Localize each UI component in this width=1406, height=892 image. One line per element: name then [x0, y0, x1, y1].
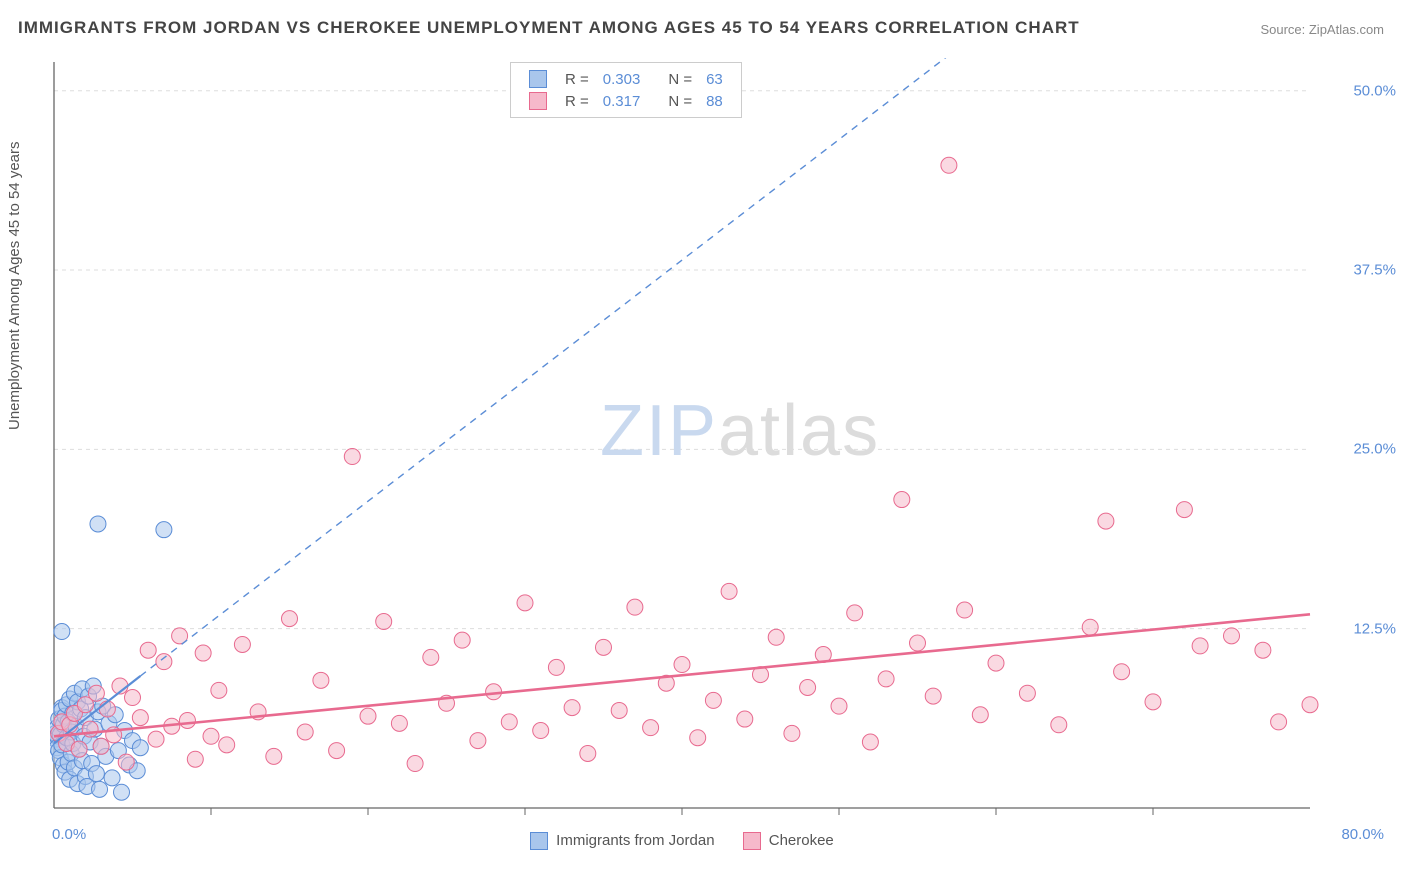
n-label-1: N =	[662, 91, 698, 111]
r-value-1: 0.317	[597, 91, 647, 111]
x-max-label: 80.0%	[1341, 826, 1384, 843]
y-tick-label: 12.5%	[1353, 620, 1396, 637]
n-label-0: N =	[662, 69, 698, 89]
y-tick-label: 37.5%	[1353, 262, 1396, 279]
y-axis-label: Unemployment Among Ages 45 to 54 years	[6, 141, 23, 430]
y-tick-label: 50.0%	[1353, 82, 1396, 99]
legend-item-1: Cherokee	[743, 832, 834, 850]
swatch-bottom-0	[530, 832, 548, 850]
legend-stats-box: R = 0.303 N = 63 R = 0.317 N = 88	[510, 62, 742, 118]
legend-item-0: Immigrants from Jordan	[530, 832, 715, 850]
y-tick-label: 25.0%	[1353, 441, 1396, 458]
plot-svg	[50, 58, 1380, 818]
swatch-series-0	[529, 70, 547, 88]
chart-title: IMMIGRANTS FROM JORDAN VS CHEROKEE UNEMP…	[18, 18, 1080, 38]
legend-row-series-1: R = 0.317 N = 88	[523, 91, 729, 111]
legend-label-1: Cherokee	[769, 832, 834, 849]
n-value-1: 88	[700, 91, 729, 111]
source-label: Source: ZipAtlas.com	[1260, 22, 1384, 37]
legend-label-0: Immigrants from Jordan	[556, 832, 714, 849]
legend-series-box: Immigrants from Jordan Cherokee	[530, 832, 834, 850]
swatch-bottom-1	[743, 832, 761, 850]
legend-row-series-0: R = 0.303 N = 63	[523, 69, 729, 89]
legend-stats-table: R = 0.303 N = 63 R = 0.317 N = 88	[521, 67, 731, 113]
r-label-1: R =	[559, 91, 595, 111]
r-value-0: 0.303	[597, 69, 647, 89]
scatter-plot	[50, 58, 1380, 818]
n-value-0: 63	[700, 69, 729, 89]
r-label-0: R =	[559, 69, 595, 89]
x-min-label: 0.0%	[52, 826, 86, 843]
swatch-series-1	[529, 92, 547, 110]
